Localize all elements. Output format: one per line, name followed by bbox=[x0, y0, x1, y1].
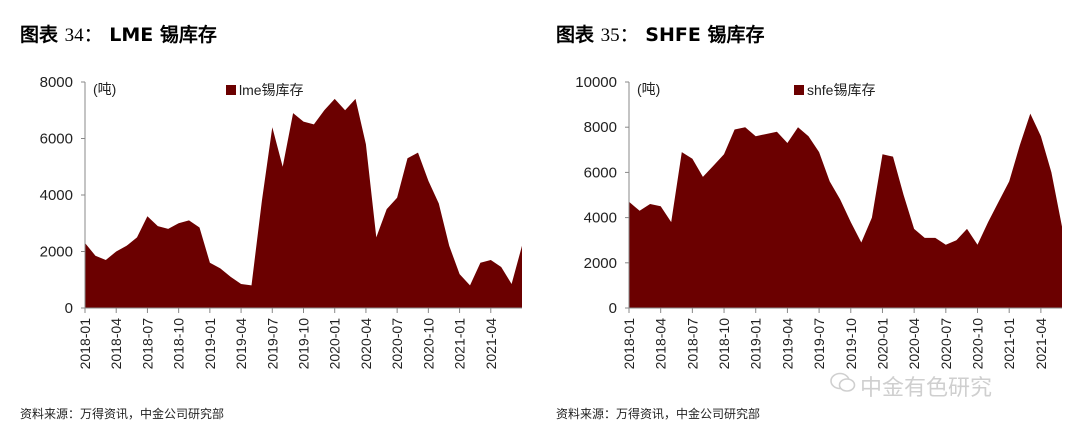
x-tick-label: 2021-04 bbox=[1033, 318, 1049, 370]
x-tick-label: 2019-01 bbox=[202, 318, 218, 370]
x-tick-label: 2020-10 bbox=[970, 318, 986, 370]
y-tick-label: 6000 bbox=[40, 131, 73, 148]
legend-label: shfe锡库存 bbox=[807, 82, 875, 98]
watermark-text: 中金有色研究 bbox=[860, 376, 993, 401]
left-source-note: 资料来源：万得资讯，中金公司研究部 bbox=[20, 407, 225, 421]
x-tick-label: 2019-10 bbox=[843, 318, 859, 370]
unit-label: (吨) bbox=[93, 81, 116, 97]
x-tick-label: 2018-10 bbox=[716, 318, 732, 370]
shfe-tin-inventory-chart: 0 2000 4000 6000 8000 10000 2018-01 2018-04 2018… bbox=[575, 74, 1062, 370]
x-tick-label: 2020-04 bbox=[906, 318, 922, 370]
figure-label: 图表 bbox=[556, 24, 595, 46]
x-tick-label: 2018-10 bbox=[171, 318, 187, 370]
y-tick-label: 2000 bbox=[40, 244, 73, 261]
x-tick-label: 2021-01 bbox=[1001, 318, 1017, 370]
x-tick-label: 2019-04 bbox=[779, 318, 795, 370]
x-tick-label: 2020-10 bbox=[420, 318, 436, 370]
x-tick-label: 2021-01 bbox=[452, 318, 468, 370]
y-tick-label: 8000 bbox=[40, 74, 73, 91]
x-tick-label: 2019-04 bbox=[233, 318, 249, 370]
x-tick-label: 2018-04 bbox=[653, 318, 669, 370]
figure-number: 34： bbox=[64, 25, 103, 46]
right-chart-title: 图表 35： SHFE 锡库存 bbox=[556, 20, 764, 47]
figure-name: SHFE 锡库存 bbox=[645, 24, 765, 46]
x-tick-label: 2020-04 bbox=[358, 318, 374, 370]
right-source-note: 资料来源：万得资讯，中金公司研究部 bbox=[556, 407, 761, 421]
y-tick-label: 4000 bbox=[40, 187, 73, 204]
unit-label: (吨) bbox=[637, 81, 660, 97]
y-tick-label: 10000 bbox=[575, 74, 617, 91]
x-tick-label: 2021-04 bbox=[483, 318, 499, 370]
x-tick-label: 2020-07 bbox=[389, 318, 405, 370]
x-tick-label: 2019-01 bbox=[748, 318, 764, 370]
legend-label: lme锡库存 bbox=[239, 82, 304, 98]
left-chart-title: 图表 34： LME 锡库存 bbox=[20, 20, 217, 47]
y-tick-label: 2000 bbox=[584, 255, 617, 272]
x-tick-label: 2019-10 bbox=[296, 318, 312, 370]
y-tick-label: 4000 bbox=[584, 210, 617, 227]
x-tick-label: 2018-04 bbox=[108, 318, 124, 370]
y-tick-label: 8000 bbox=[584, 119, 617, 136]
x-tick-label: 2020-07 bbox=[938, 318, 954, 370]
lme-tin-inventory-chart: 0 2000 4000 6000 8000 2018-01 2018-04 2018-07 20… bbox=[40, 74, 522, 370]
x-tick-label: 2018-07 bbox=[684, 318, 700, 370]
y-tick-label: 0 bbox=[609, 300, 617, 317]
legend-swatch bbox=[226, 85, 236, 95]
x-tick-label: 2020-01 bbox=[327, 318, 343, 370]
figure-number: 35： bbox=[600, 25, 639, 46]
y-tick-label: 6000 bbox=[584, 164, 617, 181]
y-tick-label: 0 bbox=[65, 300, 73, 317]
x-tick-label: 2019-07 bbox=[811, 318, 827, 370]
x-tick-label: 2018-01 bbox=[77, 318, 93, 370]
x-tick-label: 2018-07 bbox=[139, 318, 155, 370]
figure-label: 图表 bbox=[20, 24, 59, 46]
x-tick-label: 2020-01 bbox=[874, 318, 890, 370]
x-tick-label: 2019-07 bbox=[264, 318, 280, 370]
inventory-area bbox=[85, 98, 522, 309]
x-tick-label: 2018-01 bbox=[621, 318, 637, 370]
wechat-icon bbox=[830, 372, 856, 392]
legend-swatch bbox=[794, 85, 804, 95]
inventory-area bbox=[629, 113, 1062, 308]
figure-name: LME 锡库存 bbox=[109, 24, 217, 46]
